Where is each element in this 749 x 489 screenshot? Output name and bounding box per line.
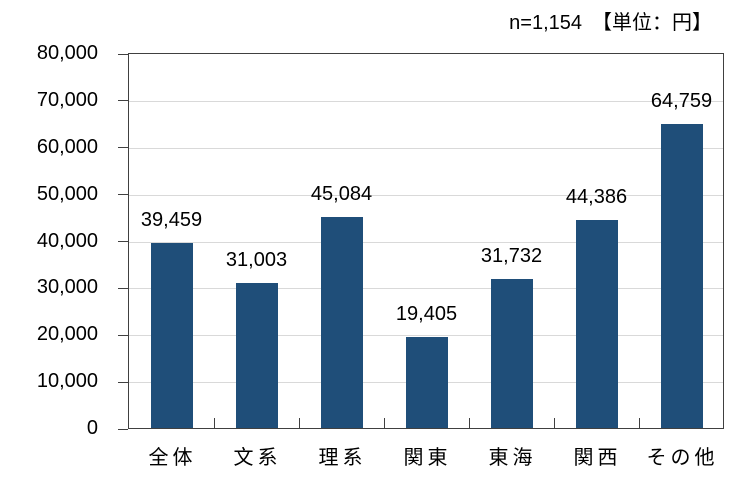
y-axis-tick <box>118 241 128 242</box>
x-category-label: 理系 <box>318 447 367 469</box>
y-axis-tick <box>118 194 128 196</box>
y-tick-label: 20,000 <box>36 323 98 346</box>
y-tick-label: 40,000 <box>36 229 98 252</box>
gridline <box>129 241 723 243</box>
y-tick-label: 60,000 <box>36 135 98 158</box>
bar-value-label: 45,084 <box>310 183 373 205</box>
gridline <box>129 288 723 290</box>
x-axis-tick <box>553 418 555 428</box>
chart-annotation: n=1,154 【単位：円】 <box>509 12 712 34</box>
y-tick-label: 80,000 <box>36 42 98 64</box>
y-axis-tick <box>118 287 128 289</box>
x-category-label: 全体 <box>148 447 197 469</box>
bar-value-label: 64,759 <box>650 90 713 112</box>
x-category-label: 東海 <box>488 447 537 469</box>
gridline <box>129 335 723 337</box>
y-axis-tick <box>118 381 128 383</box>
bar <box>575 220 618 428</box>
bar <box>150 243 193 428</box>
x-axis-tick <box>298 418 300 428</box>
bar <box>235 283 278 428</box>
bar-value-label: 19,405 <box>395 303 458 325</box>
x-axis-tick <box>468 418 470 428</box>
x-category-label: 関東 <box>403 447 452 469</box>
bar <box>405 337 448 428</box>
x-category-label: その他 <box>646 447 719 469</box>
y-axis-tick <box>118 100 128 102</box>
bar <box>490 279 533 428</box>
bar-value-label: 31,732 <box>480 245 543 267</box>
y-tick-label: 30,000 <box>36 276 98 299</box>
bar-value-label: 39,459 <box>140 209 203 231</box>
y-axis-tick <box>118 334 128 336</box>
y-tick-label: 10,000 <box>36 370 98 393</box>
bar-value-label: 31,003 <box>225 249 288 271</box>
bar-value-label: 44,386 <box>565 186 628 208</box>
x-category-label: 関西 <box>573 447 622 469</box>
y-tick-label: 0 <box>86 417 98 439</box>
y-tick-label: 50,000 <box>36 182 98 205</box>
plot-area: 39,459 31,003 45,084 19,405 31,732 44,386 64,7… <box>118 53 724 430</box>
y-axis-tick <box>118 53 128 55</box>
y-axis-tick <box>118 428 128 430</box>
x-category-label: 文系 <box>233 447 282 469</box>
y-tick-label: 70,000 <box>36 88 98 111</box>
gridline <box>129 194 723 196</box>
x-axis-tick <box>638 418 640 428</box>
x-axis-tick <box>383 418 385 428</box>
y-axis-tick <box>118 147 128 149</box>
x-axis-tick <box>213 418 215 428</box>
bar <box>660 124 703 428</box>
gridline <box>129 100 723 102</box>
gridline <box>129 147 723 149</box>
bar <box>320 217 363 428</box>
